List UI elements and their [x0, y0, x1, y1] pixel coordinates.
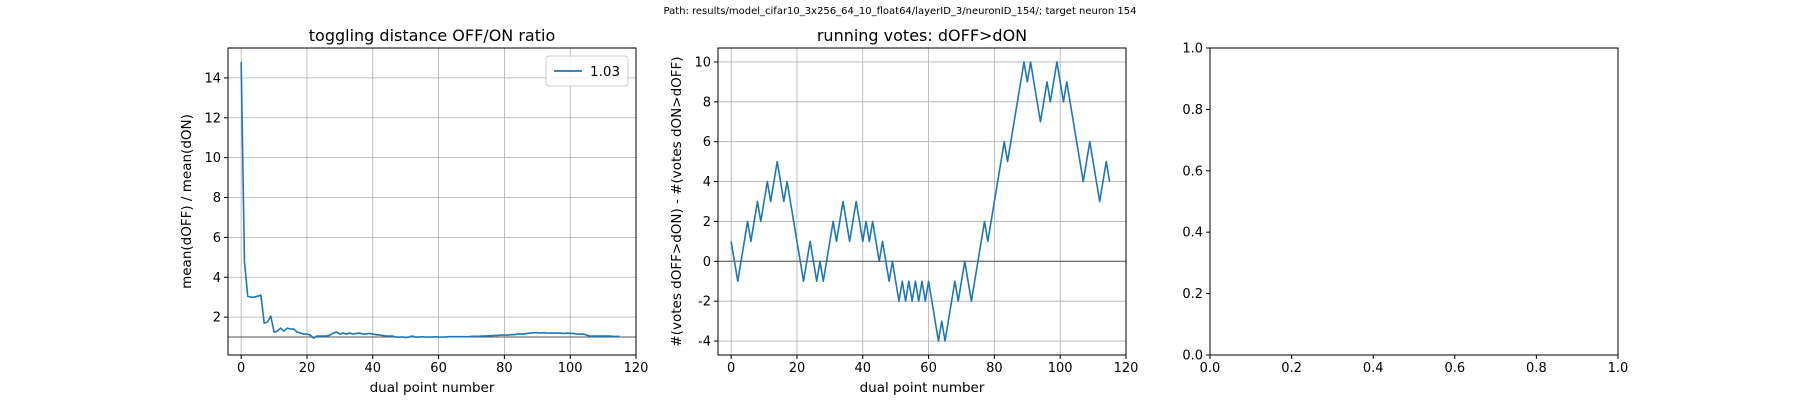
- x-tick-label: 0.2: [1281, 361, 1302, 376]
- y-tick-label: 0.4: [1182, 226, 1203, 241]
- series-line-1: [730, 61, 1111, 342]
- legend-box: [545, 55, 629, 87]
- y-tick-label: 2: [213, 311, 221, 326]
- x-axis-label: dual point number: [860, 380, 985, 396]
- y-tick-label: 0.0: [1182, 349, 1203, 364]
- x-tick-label: 0.0: [1200, 361, 1221, 376]
- chart-title: toggling distance OFF/ON ratio: [309, 26, 555, 45]
- y-tick-label: 0.2: [1182, 287, 1203, 302]
- x-tick-label: 0: [727, 361, 735, 376]
- y-tick-label: 6: [703, 135, 711, 150]
- y-tick-label: 12: [204, 111, 221, 126]
- y-tick-label: 0: [703, 255, 711, 270]
- axes-frame: [717, 47, 1127, 356]
- x-tick-label: 100: [558, 361, 583, 376]
- y-tick-label: 14: [204, 71, 221, 86]
- plot-area: [1210, 48, 1618, 355]
- x-tick-label: 0.6: [1444, 361, 1465, 376]
- x-tick-label: 100: [1048, 361, 1073, 376]
- y-tick-label: 6: [213, 231, 221, 246]
- y-tick-label: 8: [703, 95, 711, 110]
- x-tick-label: 20: [789, 361, 806, 376]
- y-axis-label: #(votes dOFF>dON) - #(votes dON>dOFF): [669, 56, 685, 346]
- y-tick-label: 8: [213, 191, 221, 206]
- series-line-1: [240, 61, 620, 339]
- legend: 1.03: [545, 55, 629, 87]
- y-axis-label: mean(dOFF) / mean(dON): [179, 114, 195, 289]
- y-tick-label: 10: [204, 151, 221, 166]
- x-tick-label: 60: [920, 361, 937, 376]
- x-tick-label: 0.8: [1526, 361, 1547, 376]
- chart-panel-2: 0 20 40 60 80 100 120 -4 -2 0 2 4 6 8 10 running votes:…: [669, 26, 1138, 396]
- figure-suptitle: Path: results/model_cifar10_3x256_64_10_…: [663, 6, 1137, 17]
- y-tick-label: -4: [698, 335, 711, 350]
- x-axis-label: dual point number: [370, 380, 495, 396]
- chart-panel-1: 0 20 40 60 80 100 120 2 4 6 8 10 12 14 toggling distan…: [179, 26, 648, 396]
- y-tick-label: -2: [698, 295, 711, 310]
- x-tick-label: 80: [986, 361, 1003, 376]
- y-tick-label: 1.0: [1182, 42, 1203, 57]
- axes-frame: [1209, 47, 1619, 356]
- x-tick-label: 120: [624, 361, 649, 376]
- y-tick-label: 0.6: [1182, 164, 1203, 179]
- x-tick-label: 0: [237, 361, 245, 376]
- chart-title: running votes: dOFF>dON: [817, 26, 1027, 45]
- x-tick-label: 60: [430, 361, 447, 376]
- x-tick-label: 0.4: [1363, 361, 1384, 376]
- y-tick-label: 10: [694, 55, 711, 70]
- x-tick-label: 120: [1114, 361, 1139, 376]
- plot-area: [228, 48, 636, 355]
- y-tick-label: 4: [703, 175, 711, 190]
- axes-frame: [227, 47, 637, 356]
- legend-entry: 1.03: [590, 64, 620, 80]
- chart-panel-3: 0.0 0.2 0.4 0.6 0.8 1.0 0.0 0.2 0.4 0.6 0.8 1.0: [1182, 42, 1628, 377]
- x-tick-label: 1.0: [1608, 361, 1629, 376]
- x-tick-label: 80: [496, 361, 513, 376]
- plot-area: [718, 48, 1126, 355]
- x-tick-label: 20: [299, 361, 316, 376]
- y-tick-label: 2: [703, 215, 711, 230]
- y-tick-label: 0.8: [1182, 103, 1203, 118]
- x-tick-label: 40: [365, 361, 382, 376]
- x-tick-label: 40: [855, 361, 872, 376]
- y-tick-label: 4: [213, 271, 221, 286]
